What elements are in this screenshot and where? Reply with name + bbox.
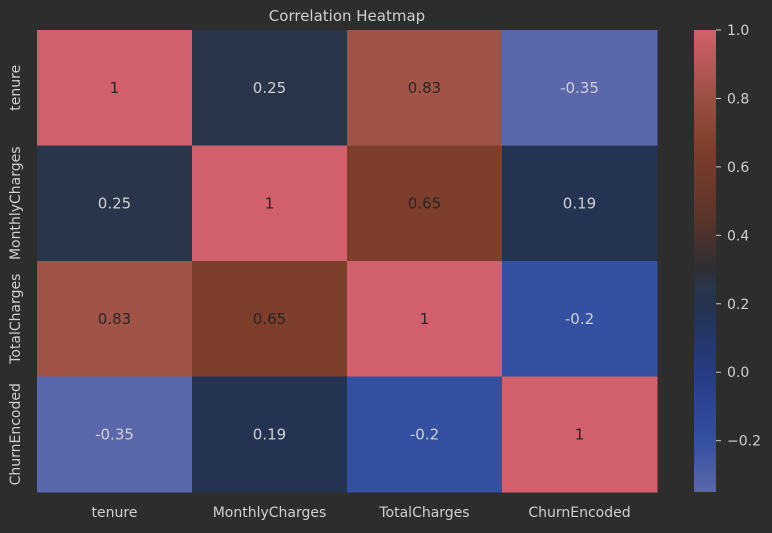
y-tick-labels: tenure MonthlyCharges TotalCharges ChurnEnc… <box>8 65 24 486</box>
heatmap-cell-0-1 <box>192 30 348 146</box>
x-tick-labels: tenure MonthlyCharges TotalCharges ChurnEnc… <box>92 505 631 521</box>
y-tick-label-2: TotalCharges <box>8 274 24 365</box>
colorbar-tick-label-3: 0.4 <box>727 228 749 244</box>
heatmap-cell-1-0 <box>37 145 193 262</box>
heatmap-cell-1-3 <box>502 145 658 262</box>
cell-value-label-1-3: 0.19 <box>563 194 596 212</box>
heatmap-cell-3-0 <box>37 376 193 493</box>
colorbar-tick-label-0: −0.2 <box>727 434 761 450</box>
x-tick-label-1: MonthlyCharges <box>213 505 327 521</box>
heatmap-cell-3-1 <box>192 376 348 493</box>
heatmap-cell-3-2 <box>347 376 503 493</box>
heatmap-cell-1-2 <box>347 145 503 262</box>
heatmap-cell-0-3 <box>502 30 658 146</box>
cell-value-label-3-3: 1 <box>575 425 585 443</box>
cell-value-label-2-3: -0.2 <box>565 310 594 328</box>
cell-value-label-3-0: -0.35 <box>95 425 134 443</box>
cell-value-label-0-3: -0.35 <box>560 79 599 97</box>
cell-value-label-1-1: 1 <box>265 194 275 212</box>
chart-title: Correlation Heatmap <box>269 7 425 25</box>
colorbar-tick-label-5: 0.8 <box>727 91 749 107</box>
cell-value-label-0-2: 0.83 <box>408 79 441 97</box>
cell-value-label-0-0: 1 <box>110 79 120 97</box>
cell-value-label-2-0: 0.83 <box>98 310 131 328</box>
colorbar <box>694 30 716 492</box>
cell-value-label-0-1: 0.25 <box>253 79 286 97</box>
colorbar-tick-label-6: 1.0 <box>727 23 749 39</box>
heatmap-cell-0-0 <box>37 30 193 146</box>
heatmap-cell-1-1 <box>192 145 348 262</box>
colorbar-tick-label-2: 0.2 <box>727 297 749 313</box>
heatmap-cell-2-2 <box>347 261 503 377</box>
heatmap-cell-2-3 <box>502 261 658 377</box>
colorbar-ticks: −0.2 0.0 0.2 0.4 0.6 0.8 1.0 <box>716 23 761 450</box>
cell-value-label-3-1: 0.19 <box>253 425 286 443</box>
colorbar-tick-label-4: 0.6 <box>727 160 749 176</box>
heatmap-cell-0-2 <box>347 30 503 146</box>
heatmap-cell-3-3 <box>502 376 658 493</box>
y-tick-label-1: MonthlyCharges <box>8 146 24 260</box>
x-tick-label-3: ChurnEncoded <box>528 505 630 521</box>
cell-value-label-1-2: 0.65 <box>408 194 441 212</box>
colorbar-tick-label-1: 0.0 <box>727 365 749 381</box>
heatmap-cell-2-1 <box>192 261 348 377</box>
y-tick-label-3: ChurnEncoded <box>8 383 24 485</box>
y-tick-label-0: tenure <box>8 65 24 111</box>
cell-value-label-3-2: -0.2 <box>410 425 439 443</box>
cell-value-label-2-1: 0.65 <box>253 310 286 328</box>
x-tick-label-2: TotalCharges <box>378 505 469 521</box>
x-tick-label-0: tenure <box>92 505 138 521</box>
cell-value-label-2-2: 1 <box>420 310 430 328</box>
heatmap-cells: 1 0.25 0.83 -0.35 0.25 1 0.65 0.19 0.83 0.65 1 -0.2… <box>37 30 658 493</box>
cell-value-label-1-0: 0.25 <box>98 194 131 212</box>
heatmap-cell-2-0 <box>37 261 193 377</box>
